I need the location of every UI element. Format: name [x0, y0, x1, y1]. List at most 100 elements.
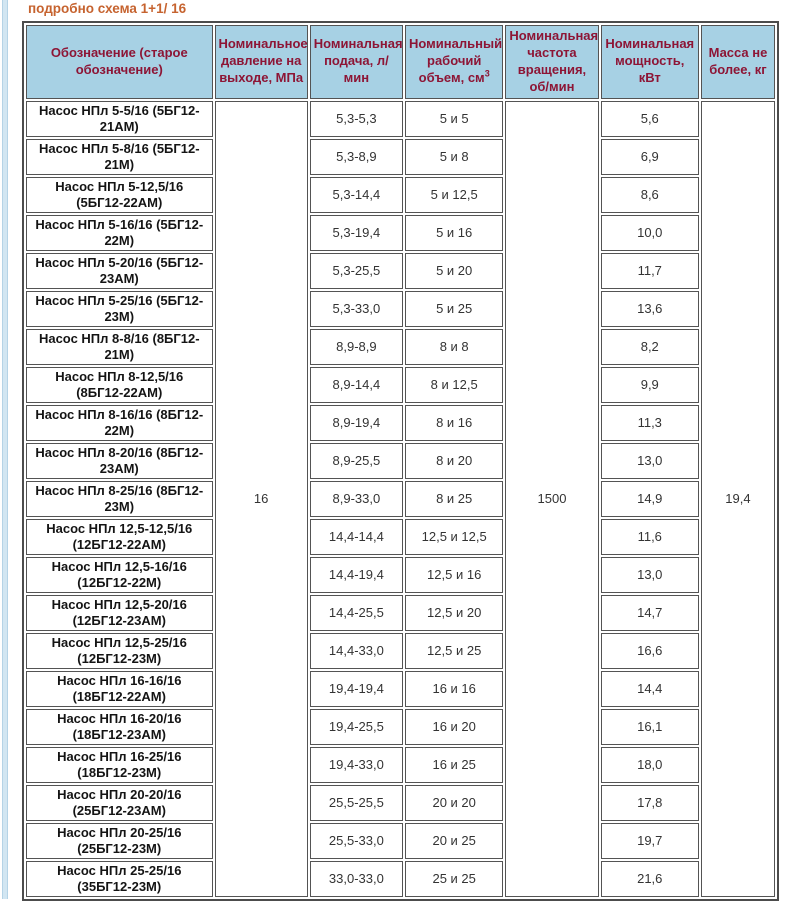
page-left-stripe: [2, 0, 8, 899]
pump-name-cell: Насос НПл 8-12,5/16 (8БГ12-22АМ): [26, 366, 213, 403]
power-cell: 10,0: [600, 214, 699, 251]
volume-cell: 5 и 8: [405, 138, 504, 175]
table-row: Насос НПл 8-8/16 (8БГ12-21М) 8,9-8,9 8 и 8…: [26, 328, 775, 365]
table-row: Насос НПл 16-16/16 (18БГ12-22АМ) 19,4-19,…: [26, 670, 775, 707]
pump-name-cell: Насос НПл 12,5-20/16 (12БГ12-23АМ): [26, 594, 213, 631]
pump-name-cell: Насос НПл 5-20/16 (5БГ12-23АМ): [26, 252, 213, 289]
content-area: подробно схема 1+1/ 16 Обозначение (стар…: [22, 0, 782, 901]
pump-name-cell: Насос НПл 12,5-12,5/16 (12БГ12-22АМ): [26, 518, 213, 555]
pump-spec-table: Обозначение (старое обозначение) Номинал…: [22, 21, 779, 901]
table-row: Насос НПл 20-25/16 (25БГ12-23М) 25,5-33,0…: [26, 822, 775, 859]
header-pressure: Номинальное давление на выходе, МПа: [214, 25, 308, 99]
header-speed-label: Номинальная частота вращения, об/мин: [509, 28, 599, 94]
volume-cell: 8 и 8: [405, 328, 504, 365]
supply-cell: 5,3-33,0: [309, 290, 404, 327]
power-cell: 14,7: [600, 594, 699, 631]
power-cell: 14,9: [600, 480, 699, 517]
header-designation-label: Обозначение (старое обозначение): [50, 44, 188, 77]
pump-name-cell: Насос НПл 16-20/16 (18БГ12-23АМ): [26, 708, 213, 745]
table-row: Насос НПл 12,5-20/16 (12БГ12-23АМ) 14,4-2…: [26, 594, 775, 631]
table-row: Насос НПл 16-20/16 (18БГ12-23АМ) 19,4-25,…: [26, 708, 775, 745]
power-cell: 5,6: [600, 100, 699, 137]
pump-name-cell: Насос НПл 8-8/16 (8БГ12-21М): [26, 328, 213, 365]
header-volume-superscript: 3: [484, 68, 490, 79]
volume-cell: 20 и 25: [405, 822, 504, 859]
table-row: Насос НПл 5-12,5/16 (5БГ12-22АМ) 5,3-14,4…: [26, 176, 775, 213]
supply-cell: 25,5-25,5: [309, 784, 404, 821]
pump-name-cell: Насос НПл 5-12,5/16 (5БГ12-22АМ): [26, 176, 213, 213]
header-pressure-label: Номинальное давление на выходе, МПа: [218, 36, 308, 86]
supply-cell: 14,4-33,0: [309, 632, 404, 669]
volume-cell: 12,5 и 12,5: [405, 518, 504, 555]
header-designation: Обозначение (старое обозначение): [26, 25, 213, 99]
supply-cell: 8,9-19,4: [309, 404, 404, 441]
mass-value-cell: 19,4: [700, 100, 775, 897]
supply-cell: 14,4-14,4: [309, 518, 404, 555]
volume-cell: 16 и 25: [405, 746, 504, 783]
volume-cell: 8 и 20: [405, 442, 504, 479]
table-row: Насос НПл 16-25/16 (18БГ12-23М) 19,4-33,0…: [26, 746, 775, 783]
table-row: Насос НПл 5-25/16 (5БГ12-23М) 5,3-33,0 5 и…: [26, 290, 775, 327]
volume-cell: 25 и 25: [405, 860, 504, 897]
volume-cell: 5 и 5: [405, 100, 504, 137]
power-cell: 17,8: [600, 784, 699, 821]
volume-cell: 16 и 20: [405, 708, 504, 745]
power-cell: 11,7: [600, 252, 699, 289]
header-supply: Номинальная подача, л/ мин: [309, 25, 404, 99]
header-supply-label: Номинальная подача, л/ мин: [313, 36, 403, 86]
supply-cell: 8,9-8,9: [309, 328, 404, 365]
volume-cell: 5 и 16: [405, 214, 504, 251]
pump-name-cell: Насос НПл 5-5/16 (5БГ12-21АМ): [26, 100, 213, 137]
table-row: Насос НПл 20-20/16 (25БГ12-23АМ) 25,5-25,…: [26, 784, 775, 821]
volume-cell: 12,5 и 20: [405, 594, 504, 631]
volume-cell: 8 и 16: [405, 404, 504, 441]
power-cell: 9,9: [600, 366, 699, 403]
header-speed: Номинальная частота вращения, об/мин: [505, 25, 599, 99]
supply-cell: 5,3-5,3: [309, 100, 404, 137]
table-row: Насос НПл 8-20/16 (8БГ12-23АМ) 8,9-25,5 8 …: [26, 442, 775, 479]
pump-name-cell: Насос НПл 12,5-25/16 (12БГ12-23М): [26, 632, 213, 669]
power-cell: 14,4: [600, 670, 699, 707]
supply-cell: 8,9-33,0: [309, 480, 404, 517]
pump-table-header: Обозначение (старое обозначение) Номинал…: [26, 25, 775, 99]
supply-cell: 8,9-14,4: [309, 366, 404, 403]
supply-cell: 5,3-8,9: [309, 138, 404, 175]
supply-cell: 5,3-14,4: [309, 176, 404, 213]
pump-name-cell: Насос НПл 8-20/16 (8БГ12-23АМ): [26, 442, 213, 479]
pump-name-cell: Насос НПл 16-25/16 (18БГ12-23М): [26, 746, 213, 783]
table-row: Насос НПл 8-12,5/16 (8БГ12-22АМ) 8,9-14,4…: [26, 366, 775, 403]
table-row: Насос НПл 5-5/16 (5БГ12-21АМ) 16 5,3-5,3 5 …: [26, 100, 775, 897]
power-cell: 11,3: [600, 404, 699, 441]
pump-name-cell: Насос НПл 25-25/16 (35БГ12-23М): [26, 860, 213, 897]
header-mass-label: Масса не более, кг: [708, 44, 768, 77]
volume-cell: 5 и 20: [405, 252, 504, 289]
table-row: Насос НПл 8-25/16 (8БГ12-23М) 8,9-33,0 8 и…: [26, 480, 775, 517]
supply-cell: 19,4-25,5: [309, 708, 404, 745]
table-row: Насос НПл 5-20/16 (5БГ12-23АМ) 5,3-25,5 5 …: [26, 252, 775, 289]
power-cell: 6,9: [600, 138, 699, 175]
pump-name-cell: Насос НПл 5-8/16 (5БГ12-21М): [26, 138, 213, 175]
power-cell: 13,0: [600, 442, 699, 479]
pump-name-cell: Насос НПл 5-16/16 (5БГ12-22М): [26, 214, 213, 251]
supply-cell: 5,3-19,4: [309, 214, 404, 251]
volume-cell: 5 и 25: [405, 290, 504, 327]
pump-name-cell: Насос НПл 16-16/16 (18БГ12-22АМ): [26, 670, 213, 707]
power-cell: 13,0: [600, 556, 699, 593]
power-cell: 21,6: [600, 860, 699, 897]
table-row: Насос НПл 12,5-16/16 (12БГ12-22М) 14,4-19…: [26, 556, 775, 593]
header-volume: Номинальный рабочий объем, см3: [405, 25, 504, 99]
table-row: Насос НПл 12,5-25/16 (12БГ12-23М) 14,4-33…: [26, 632, 775, 669]
pump-name-cell: Насос НПл 5-25/16 (5БГ12-23М): [26, 290, 213, 327]
pump-name-cell: Насос НПл 8-16/16 (8БГ12-22М): [26, 404, 213, 441]
pump-name-cell: Насос НПл 20-25/16 (25БГ12-23М): [26, 822, 213, 859]
power-cell: 13,6: [600, 290, 699, 327]
pressure-value-cell: 16: [214, 100, 308, 897]
supply-cell: 19,4-19,4: [309, 670, 404, 707]
power-cell: 8,6: [600, 176, 699, 213]
power-cell: 16,6: [600, 632, 699, 669]
volume-cell: 8 и 12,5: [405, 366, 504, 403]
header-volume-label: Номинальный рабочий объем, см: [409, 36, 503, 86]
pump-name-cell: Насос НПл 20-20/16 (25БГ12-23АМ): [26, 784, 213, 821]
header-power: Номинальная мощность, кВт: [600, 25, 699, 99]
table-row: Насос НПл 8-16/16 (8БГ12-22М) 8,9-19,4 8 и…: [26, 404, 775, 441]
